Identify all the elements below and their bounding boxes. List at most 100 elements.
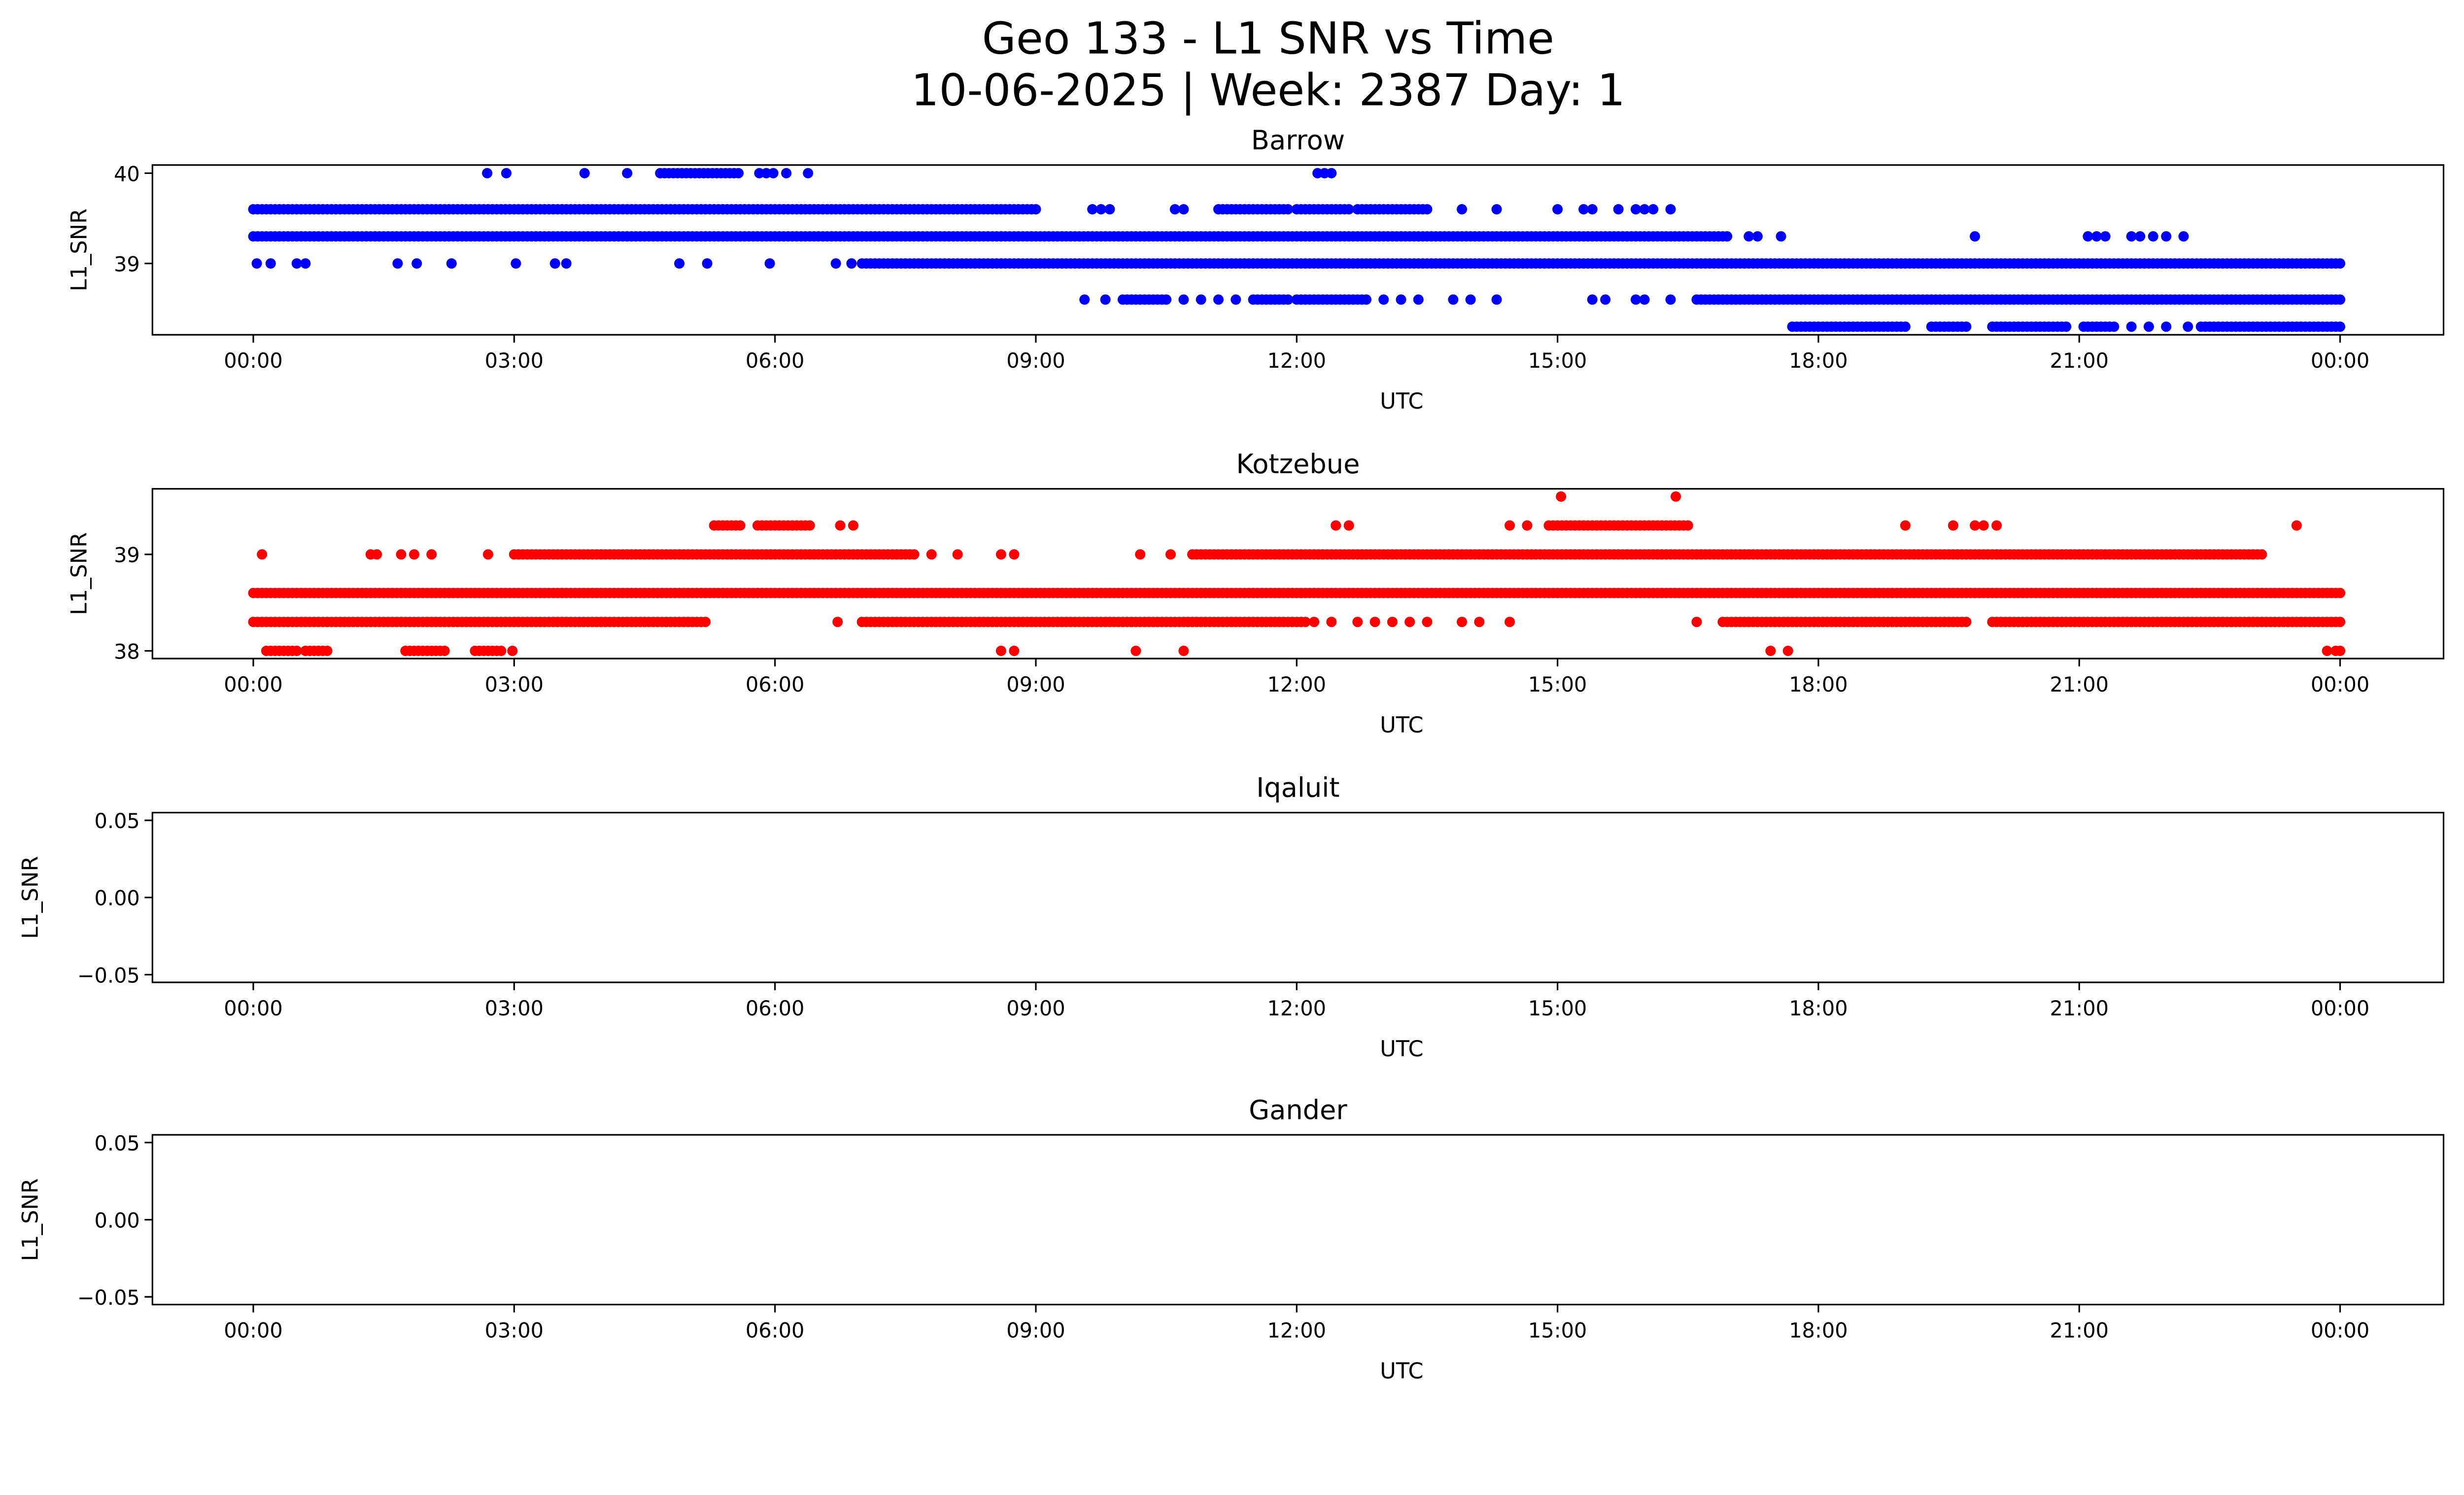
data-point (549, 258, 560, 269)
x-tick-label: 00:00 (2311, 673, 2369, 696)
x-tick-label: 18:00 (1789, 1319, 1848, 1343)
data-point (1639, 294, 1650, 305)
data-point (291, 258, 302, 269)
data-point (2291, 520, 2302, 531)
data-point (2335, 294, 2346, 305)
data-point (995, 549, 1006, 560)
data-point (2335, 258, 2346, 269)
data-point (1752, 231, 1763, 242)
x-tick-label: 03:00 (485, 349, 544, 373)
x-tick-label: 21:00 (2050, 997, 2109, 1020)
data-point (1396, 294, 1406, 305)
data-point (1630, 204, 1641, 215)
data-point (622, 168, 633, 178)
data-point (507, 645, 518, 656)
data-point (2100, 231, 2111, 242)
subplot-gander: Gander 00:00 03:00 06:00 09:00 12:00 15:00 18:0… (18, 1094, 2445, 1384)
data-point (1326, 617, 1337, 627)
data-point (579, 168, 590, 178)
data-point (1491, 204, 1502, 215)
y-axis-label: L1_SNR (66, 532, 92, 615)
data-point (1613, 204, 1624, 215)
data-point (257, 549, 268, 560)
data-point (291, 645, 302, 656)
data-point (1900, 321, 1911, 332)
data-point (1556, 491, 1567, 502)
data-point (2183, 321, 2193, 332)
x-tick-label: 00:00 (2311, 1319, 2369, 1343)
y-tick-label: 0.00 (95, 1209, 140, 1232)
data-point (768, 168, 779, 178)
y-tick-label: 40 (114, 162, 140, 186)
x-tick-label: 06:00 (746, 673, 804, 696)
data-point (439, 645, 450, 656)
x-tick-label: 18:00 (1789, 349, 1848, 373)
y-tick-label: 38 (114, 640, 140, 663)
data-point (2335, 321, 2346, 332)
data-point (1413, 294, 1424, 305)
data-point (1009, 645, 1020, 656)
data-point (2109, 321, 2120, 332)
data-point (411, 258, 422, 269)
data-point (995, 645, 1006, 656)
data-point (1009, 549, 1020, 560)
data-point (830, 258, 841, 269)
data-point (2083, 231, 2093, 242)
data-point (1169, 204, 1180, 215)
data-point (1161, 294, 1172, 305)
x-tick-label: 18:00 (1789, 673, 1848, 696)
data-point (1456, 204, 1468, 215)
data-point (496, 645, 507, 656)
data-point (2335, 645, 2346, 656)
data-point (1587, 294, 1598, 305)
data-point (1587, 204, 1598, 215)
axes-frame (151, 811, 2445, 983)
data-point (1961, 617, 1972, 627)
x-tick-label: 15:00 (1528, 673, 1587, 696)
subplot-iqaluit: Iqaluit 00:00 03:00 06:00 09:00 12:00 15:00 18:… (18, 772, 2445, 1062)
data-point (1682, 520, 1693, 531)
data-point (446, 258, 457, 269)
data-point (2135, 231, 2146, 242)
data-point (700, 617, 711, 627)
data-point (1361, 294, 1371, 305)
data-point (1422, 617, 1433, 627)
x-axis-label: UTC (1380, 712, 1423, 738)
data-point (1135, 549, 1146, 560)
data-point (926, 549, 937, 560)
data-point (832, 617, 843, 627)
subplots: Barrow 00:00 03:00 06:00 09:00 12:00 15:00 18:0… (18, 125, 2445, 1384)
data-point (1309, 617, 1320, 627)
data-point (674, 258, 685, 269)
subplot-barrow: Barrow 00:00 03:00 06:00 09:00 12:00 15:00 18:0… (66, 125, 2445, 414)
x-tick-label: 21:00 (2050, 673, 2109, 696)
data-point (1456, 617, 1468, 627)
data-point (396, 549, 407, 560)
x-tick-label: 15:00 (1528, 1319, 1587, 1343)
data-point (2161, 321, 2172, 332)
data-point (561, 258, 572, 269)
data-point (1343, 520, 1354, 531)
data-point (2143, 321, 2154, 332)
data-point (322, 645, 333, 656)
data-point (835, 520, 846, 531)
data-point (1300, 617, 1311, 627)
data-point (511, 258, 521, 269)
data-point (1648, 204, 1659, 215)
x-tick-label: 12:00 (1267, 997, 1326, 1020)
data-point (1765, 645, 1776, 656)
data-point (1087, 204, 1098, 215)
data-point (1079, 294, 1090, 305)
data-point (392, 258, 403, 269)
data-point (1505, 617, 1515, 627)
data-point (1352, 617, 1363, 627)
y-axis-label: L1_SNR (18, 1178, 43, 1261)
data-point (1969, 231, 1981, 242)
data-point (1178, 294, 1189, 305)
data-point (1343, 204, 1354, 215)
data-point (1722, 231, 1733, 242)
data-point (1991, 520, 2002, 531)
x-axis-label: UTC (1380, 1036, 1423, 1062)
data-point (1630, 294, 1641, 305)
data-point (2091, 231, 2102, 242)
